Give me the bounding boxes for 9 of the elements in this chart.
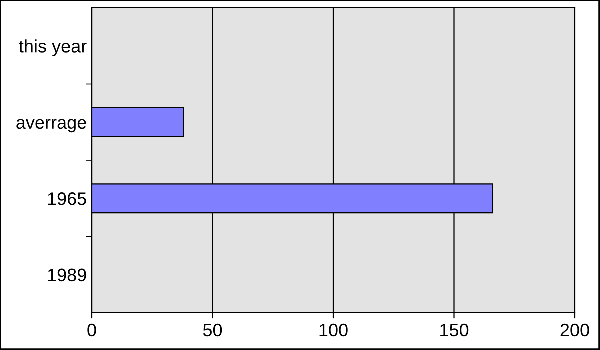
x-tick-label: 100 <box>320 324 348 337</box>
y-tick-label: this year <box>19 40 87 56</box>
x-tick-label: 200 <box>560 324 590 337</box>
x-tick-label: 0 <box>88 324 96 337</box>
y-tick-label: 1965 <box>48 192 86 206</box>
x-tick-label: 150 <box>440 324 469 337</box>
x-tick-label: 50 <box>203 324 222 337</box>
y-tick-label: averrage <box>16 119 86 133</box>
y-tick-label: 1989 <box>48 268 86 282</box>
